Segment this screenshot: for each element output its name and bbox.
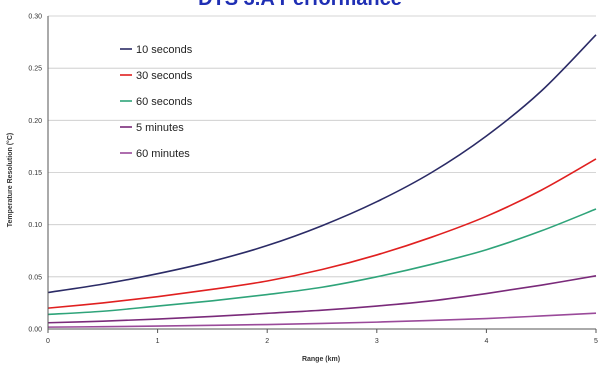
y-tick-label: 0.30	[28, 14, 42, 21]
y-tick-label: 0.25	[28, 66, 42, 73]
x-axis-label: Range (km)	[302, 356, 340, 363]
y-axis-label: Temperature Resolution (°C)	[6, 133, 14, 227]
y-tick-label: 0.10	[28, 222, 42, 229]
y-tick-label: 0.15	[28, 170, 42, 177]
series-line-2	[47, 158, 597, 309]
axes: 0.00 0.05 0.10 0.15 0.20 0.25 0.30 0 1 2 3 4 5	[28, 14, 598, 346]
legend-label: 5 minutes	[136, 122, 184, 134]
series-line-5	[47, 312, 597, 328]
x-tick-label: 2	[265, 338, 269, 345]
series-line-3	[47, 208, 597, 316]
legend-label: 60 minutes	[136, 148, 190, 160]
x-tick-label: 3	[375, 338, 379, 345]
legend-label: 60 seconds	[136, 96, 193, 108]
legend: 10 seconds 30 seconds 60 seconds 5 minutes 6…	[120, 44, 193, 160]
grid	[48, 15, 596, 330]
series-line-4	[47, 275, 597, 324]
legend-label: 30 seconds	[136, 70, 193, 82]
series-lines	[47, 34, 597, 328]
x-tick-label: 1	[156, 338, 160, 345]
x-tick-label: 5	[594, 338, 598, 345]
x-tick-label: 4	[484, 338, 488, 345]
y-tick-label: 0.05	[28, 274, 42, 281]
y-tick-label: 0.20	[28, 118, 42, 125]
y-tick-label: 0.00	[28, 327, 42, 334]
x-tick-label: 0	[46, 338, 50, 345]
series-line-1	[47, 34, 597, 294]
chart-title: DTS 3.A Performance	[198, 0, 402, 10]
legend-label: 10 seconds	[136, 44, 193, 56]
